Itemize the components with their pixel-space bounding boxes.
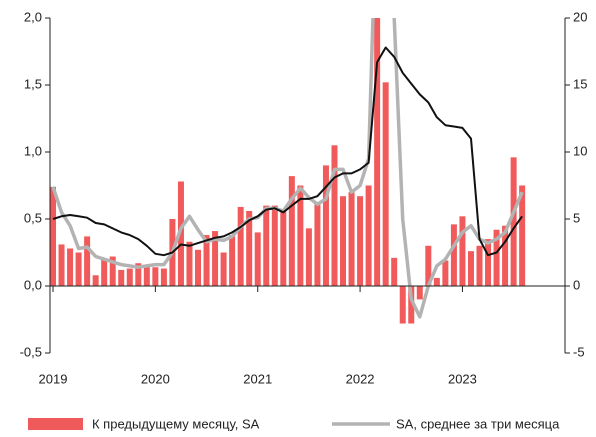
bar <box>220 252 227 286</box>
y2-tick-label: 10 <box>573 143 587 158</box>
y-tick-label: -0,5 <box>20 344 42 359</box>
bar <box>186 241 193 286</box>
bar <box>254 232 261 286</box>
bar <box>160 268 167 286</box>
bar <box>177 181 184 286</box>
bar <box>58 244 65 286</box>
plot-area <box>50 18 526 324</box>
y2-tick-label: 20 <box>573 9 587 24</box>
line <box>51 18 524 319</box>
line <box>52 46 523 257</box>
bar <box>331 145 338 286</box>
legend-label: SA, среднее за три месяца <box>396 416 560 431</box>
bar <box>416 286 423 300</box>
bar <box>101 259 108 286</box>
bar <box>519 185 526 286</box>
bar <box>297 185 304 286</box>
y2-tick-label: 15 <box>573 76 587 91</box>
bar <box>229 235 236 286</box>
bar <box>92 275 99 286</box>
bar <box>143 265 150 286</box>
bar <box>340 196 347 286</box>
bar <box>50 186 56 286</box>
bar <box>280 210 287 286</box>
bar <box>476 245 483 286</box>
bar <box>314 202 321 286</box>
bar <box>450 224 457 286</box>
bar <box>67 248 74 286</box>
bar <box>288 176 295 286</box>
bar <box>348 192 355 286</box>
y-tick-label: 0,0 <box>24 277 42 292</box>
y-tick-label: 1,0 <box>24 143 42 158</box>
bar <box>195 249 202 286</box>
bar <box>502 225 509 286</box>
y2-tick-label: -5 <box>573 344 585 359</box>
bar <box>365 185 372 286</box>
y-tick-label: 2,0 <box>24 9 42 24</box>
bar <box>391 257 398 286</box>
y2-tick-label: 0 <box>573 277 580 292</box>
bar <box>510 157 517 286</box>
bar <box>271 205 278 286</box>
x-tick-label: 2021 <box>243 371 272 386</box>
bar <box>467 251 474 286</box>
bar <box>263 205 270 286</box>
bar <box>203 235 210 286</box>
bar <box>75 252 82 286</box>
bar <box>84 236 91 286</box>
bar <box>126 268 133 286</box>
bar <box>374 18 381 286</box>
x-tick-label: 2022 <box>346 371 375 386</box>
bar <box>357 196 364 286</box>
y-tick-label: 0,5 <box>24 210 42 225</box>
y2-tick-label: 5 <box>573 210 580 225</box>
bar <box>459 216 466 286</box>
bar <box>305 228 312 286</box>
bar <box>408 286 415 324</box>
bar <box>485 239 492 286</box>
bar <box>109 256 116 286</box>
bar <box>212 231 219 286</box>
bar <box>433 277 440 286</box>
bar <box>322 165 329 286</box>
y-tick-label: 1,5 <box>24 76 42 91</box>
bar <box>442 260 449 286</box>
bar <box>135 263 142 286</box>
bar <box>246 210 253 286</box>
bar <box>493 229 500 286</box>
x-tick-label: 2020 <box>141 371 170 386</box>
legend-label: К предыдущему месяцу, SA <box>92 416 260 431</box>
bar <box>382 82 389 286</box>
bar <box>152 267 159 286</box>
bar <box>425 245 432 286</box>
bar <box>118 269 125 286</box>
bar <box>399 286 406 324</box>
bar <box>237 206 244 286</box>
x-tick-label: 2023 <box>448 371 477 386</box>
x-tick-label: 2019 <box>39 371 68 386</box>
legend-swatch <box>28 418 83 430</box>
